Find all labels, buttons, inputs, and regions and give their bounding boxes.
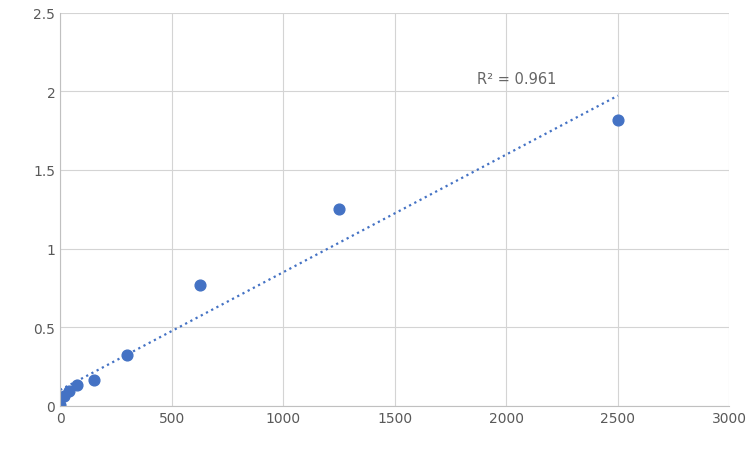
Point (121, 352, 133, 359)
Point (193, 281, 205, 289)
Point (71, 382, 83, 389)
Point (333, 206, 345, 213)
Point (62, 387, 74, 395)
Point (87, 377, 99, 384)
Point (612, 117, 624, 124)
Point (59, 392, 71, 399)
Point (54, 402, 66, 409)
Text: R² = 0.961: R² = 0.961 (478, 72, 556, 87)
